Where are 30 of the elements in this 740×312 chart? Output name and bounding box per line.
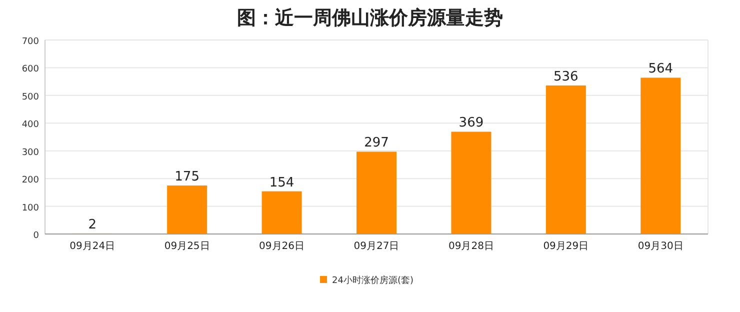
bar — [262, 191, 302, 234]
data-label: 369 — [458, 116, 484, 131]
legend-label: 24小时涨价房源(套) — [332, 275, 414, 286]
y-tick-label: 400 — [22, 120, 40, 130]
y-tick-label: 0 — [33, 231, 40, 241]
data-label: 2 — [88, 217, 96, 232]
y-tick-label: 700 — [22, 37, 40, 47]
x-tick-label: 09月30日 — [638, 241, 684, 252]
data-label: 564 — [648, 62, 674, 77]
bar — [640, 78, 681, 234]
bar — [356, 152, 396, 234]
y-tick-label: 500 — [22, 92, 40, 102]
y-tick-label: 600 — [22, 64, 40, 75]
x-tick-label: 09月24日 — [70, 241, 116, 252]
bar — [451, 132, 492, 234]
x-tick-label: 09月26日 — [259, 241, 305, 252]
y-tick-label: 300 — [22, 148, 40, 158]
x-tick-label: 09月28日 — [448, 241, 494, 252]
y-tick-label: 100 — [22, 203, 40, 214]
bar — [546, 85, 586, 234]
x-tick-label: 09月27日 — [354, 241, 400, 252]
chart-title: 图：近一周佛山涨价房源量走势 — [237, 7, 503, 29]
data-label: 154 — [269, 175, 294, 190]
x-tick-label: 09月29日 — [543, 241, 589, 252]
data-label: 297 — [364, 136, 389, 151]
x-tick-label: 09月25日 — [164, 241, 210, 252]
y-tick-label: 200 — [22, 176, 40, 186]
data-label: 175 — [174, 170, 200, 184]
bar — [167, 186, 208, 234]
data-label: 536 — [554, 69, 578, 84]
